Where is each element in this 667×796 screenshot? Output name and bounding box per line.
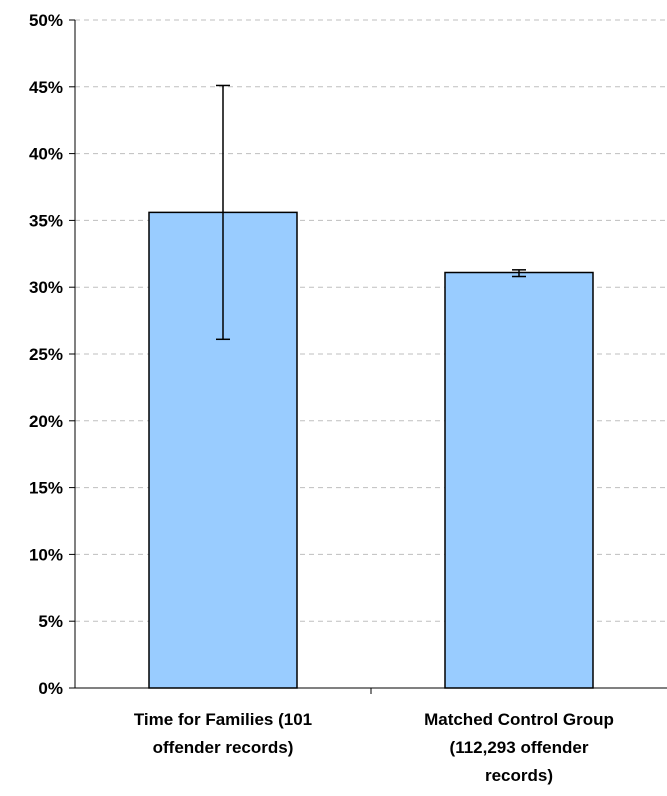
- x-category-label: Time for Families (101 offender records): [134, 710, 312, 757]
- x-axis-category-labels: Time for Families (101 offender records) M…: [134, 710, 614, 785]
- y-tick-label: 50%: [29, 11, 63, 30]
- y-tick-label: 20%: [29, 412, 63, 431]
- y-tick-label: 25%: [29, 345, 63, 364]
- bar: [444, 271, 594, 689]
- y-tick-label: 40%: [29, 145, 63, 164]
- y-tick-label: 15%: [29, 479, 63, 498]
- y-axis-tick-labels: 0% 5% 10% 15% 20% 25% 30% 35% 40% 45% 50%: [29, 11, 63, 698]
- error-bars: [216, 84, 526, 341]
- y-tick-label: 10%: [29, 545, 63, 564]
- x-category-label: Matched Control Group (112,293 offender re…: [424, 710, 614, 785]
- axes: [69, 19, 667, 694]
- y-tick-label: 5%: [38, 612, 63, 631]
- y-tick-label: 30%: [29, 278, 63, 297]
- bars: [148, 211, 594, 689]
- y-tick-label: 35%: [29, 211, 63, 230]
- y-tick-label: 45%: [29, 78, 63, 97]
- y-tick-label: 0%: [38, 679, 63, 698]
